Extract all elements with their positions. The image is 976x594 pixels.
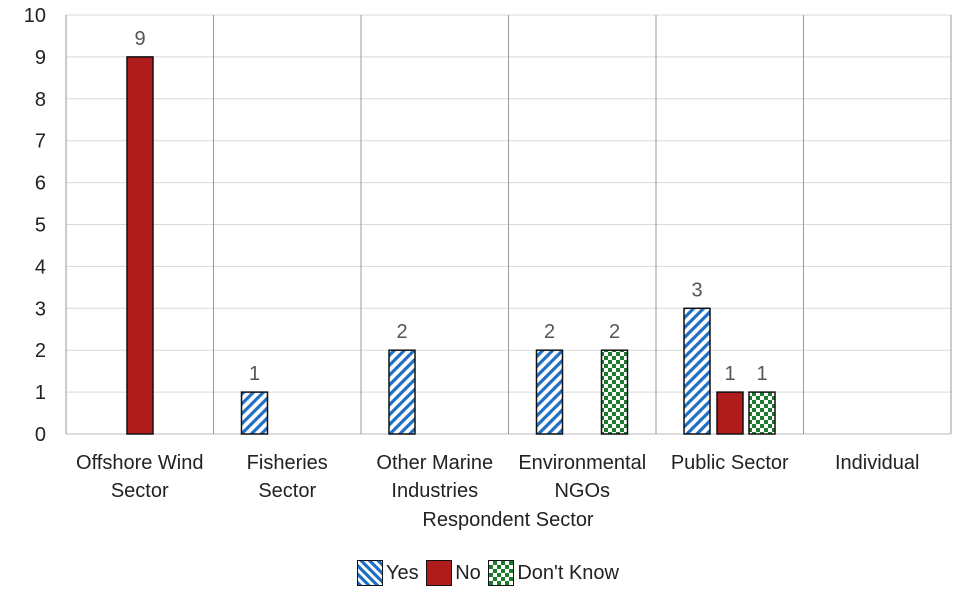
category-label: NGOs: [554, 480, 610, 502]
category-label: Fisheries: [247, 452, 328, 474]
data-label: 9: [134, 28, 145, 50]
data-label: 2: [609, 321, 620, 343]
legend-swatch-dont-know: [488, 560, 515, 586]
y-tick-label: 3: [35, 298, 46, 320]
category-label: Environmental: [518, 452, 646, 474]
legend-swatch-no: [426, 560, 453, 586]
y-tick-label: 9: [35, 47, 46, 69]
category-label: Sector: [258, 480, 316, 502]
bar-yes: [683, 307, 711, 435]
bar-no: [126, 56, 154, 435]
y-tick-label: 6: [35, 173, 46, 195]
data-label: 1: [756, 363, 767, 385]
legend-swatch-yes: [357, 560, 383, 586]
category-label: Offshore Wind: [76, 452, 203, 474]
category-label: Sector: [111, 480, 169, 502]
y-tick-label: 1: [35, 382, 46, 404]
y-tick-label: 10: [24, 5, 46, 27]
legend-item-yes: Yes: [357, 560, 419, 586]
legend-label-no: No: [455, 561, 481, 584]
x-axis-categories: Offshore Wind Sector Fisheries Sector Other …: [76, 452, 919, 502]
bar-don-t-know: [600, 349, 629, 435]
legend-label-dont-know: Don't Know: [517, 561, 619, 584]
legend-label-yes: Yes: [386, 561, 419, 584]
data-label: 3: [691, 279, 702, 301]
y-axis-ticks: 0 1 2 3 4 5 6 7 8 9 10: [24, 5, 46, 446]
category-label: Industries: [391, 480, 478, 502]
y-tick-label: 4: [35, 256, 46, 278]
data-label: 2: [396, 321, 407, 343]
bar-yes: [240, 391, 269, 435]
y-tick-label: 5: [35, 215, 46, 237]
data-label: 1: [724, 363, 735, 385]
data-label: 1: [249, 363, 260, 385]
category-label: Public Sector: [671, 452, 789, 474]
category-label: Individual: [835, 452, 920, 474]
bar-yes: [535, 349, 564, 435]
legend: Yes No Don't Know: [0, 560, 976, 592]
data-label: 2: [544, 321, 555, 343]
y-tick-label: 8: [35, 89, 46, 111]
bar-yes: [388, 349, 416, 435]
y-tick-label: 2: [35, 340, 46, 362]
legend-item-dont-know: Don't Know: [488, 560, 619, 586]
y-tick-label: 0: [35, 424, 46, 446]
bars: 1 2 2 3 9 1 2 1: [126, 28, 776, 435]
bar-don-t-know: [748, 391, 776, 435]
x-axis-title: Respondent Sector: [422, 509, 594, 531]
gridlines: [65, 14, 952, 435]
legend-item-no: No: [426, 560, 481, 586]
y-tick-label: 7: [35, 131, 46, 153]
bar-no: [716, 391, 744, 435]
category-label: Other Marine: [376, 452, 493, 474]
